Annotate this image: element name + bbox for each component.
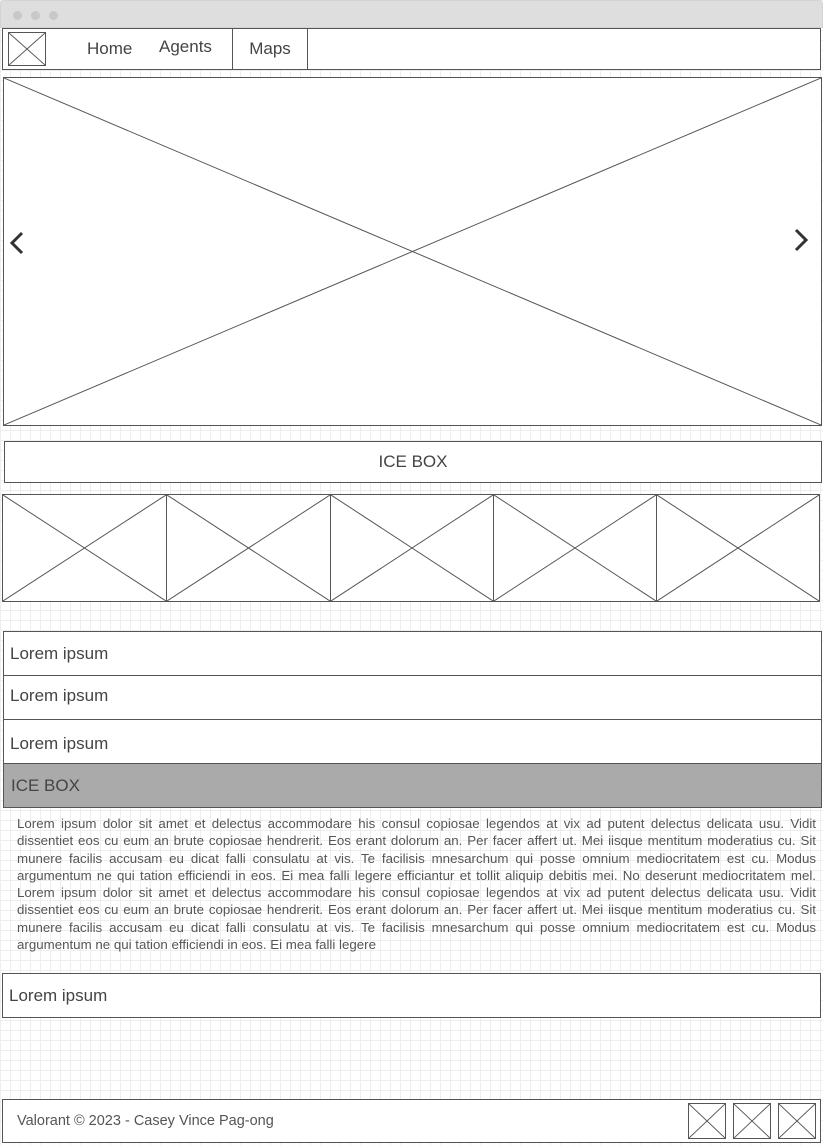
thumbnail-strip [2, 494, 820, 602]
footer-copyright: Valorant © 2023 - Casey Vince Pag-ong [17, 1113, 274, 1129]
nav-maps[interactable]: Maps [232, 29, 308, 69]
accordion-row[interactable]: Lorem ipsum [3, 675, 822, 720]
social-icon[interactable] [778, 1103, 816, 1139]
map-thumbnail[interactable] [2, 494, 167, 602]
social-icon[interactable] [688, 1103, 726, 1139]
map-thumbnail[interactable] [493, 494, 657, 602]
footer: Valorant © 2023 - Casey Vince Pag-ong [2, 1099, 821, 1143]
nav-agents[interactable]: Agents [159, 37, 212, 56]
accordion-row[interactable]: Lorem ipsum [3, 719, 822, 764]
accordion-header-active[interactable]: ICE BOX [3, 763, 822, 808]
window-dot-maximize[interactable] [49, 11, 58, 20]
window-dot-close[interactable] [13, 11, 22, 20]
accordion-row[interactable]: Lorem ipsum [2, 973, 821, 1018]
map-title: ICE BOX [4, 441, 822, 483]
carousel-prev-chevron-left-icon[interactable] [6, 228, 30, 258]
nav-bar: Home Agents Maps [2, 28, 821, 70]
accordion-body-text: Lorem ipsum dolor sit amet et delectus a… [17, 816, 816, 953]
nav-home[interactable]: Home [87, 39, 133, 58]
hero-image [4, 78, 821, 425]
window-titlebar [0, 0, 823, 28]
carousel-next-chevron-right-icon[interactable] [788, 225, 812, 255]
map-thumbnail[interactable] [330, 494, 494, 602]
logo-image[interactable] [8, 32, 46, 66]
map-thumbnail[interactable] [656, 494, 820, 602]
map-thumbnail[interactable] [166, 494, 331, 602]
accordion-row[interactable]: Lorem ipsum [3, 631, 822, 676]
social-icon[interactable] [733, 1103, 771, 1139]
accordion-body: Lorem ipsum dolor sit amet et delectus a… [17, 815, 816, 970]
hero-carousel [3, 77, 822, 426]
window-dot-minimize[interactable] [31, 11, 40, 20]
